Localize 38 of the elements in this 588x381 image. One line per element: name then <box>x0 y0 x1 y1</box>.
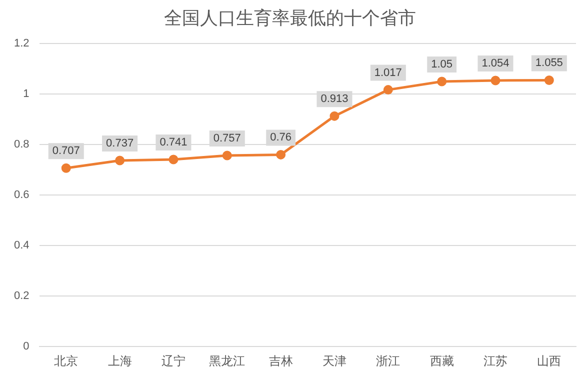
x-tick-label: 天津 <box>322 354 346 368</box>
point <box>168 154 178 164</box>
y-tick-label: 1 <box>23 88 30 100</box>
point <box>61 163 71 173</box>
data-label: 0.707 <box>52 145 80 158</box>
point <box>544 75 554 85</box>
x-tick-label: 北京 <box>54 354 78 368</box>
point <box>115 156 125 166</box>
y-tick-label: 0.6 <box>14 189 30 202</box>
x-tick-label: 江苏 <box>483 354 508 368</box>
data-label: 0.741 <box>160 136 188 149</box>
point <box>276 150 286 160</box>
data-label: 1.05 <box>431 58 453 71</box>
x-tick-label: 西藏 <box>430 354 454 368</box>
data-label: 0.757 <box>213 132 241 144</box>
point <box>222 150 232 160</box>
point <box>437 76 447 86</box>
data-label: 1.017 <box>374 66 402 79</box>
x-tick-label: 上海 <box>108 354 132 368</box>
data-label: 0.76 <box>270 132 292 144</box>
point <box>490 76 500 86</box>
point <box>330 111 340 121</box>
y-tick-label: 0.8 <box>14 138 30 151</box>
point <box>383 85 393 95</box>
data-label: 0.913 <box>320 93 348 106</box>
x-tick-label: 山西 <box>537 354 562 368</box>
y-tick-label: 0.2 <box>14 290 30 302</box>
x-tick-label: 吉林 <box>268 354 293 368</box>
chart-title: 全国人口生育率最低的十个省市 <box>164 8 416 28</box>
x-tick-label: 黑龙江 <box>209 354 246 368</box>
x-tick-label: 辽宁 <box>161 354 186 368</box>
data-label: 0.737 <box>106 138 134 150</box>
y-tick-label: 0 <box>23 340 30 353</box>
x-tick-label: 浙江 <box>376 354 400 368</box>
data-label: 1.054 <box>482 57 510 70</box>
y-tick-label: 0.4 <box>14 240 30 252</box>
y-tick-label: 1.2 <box>14 38 30 50</box>
data-label: 1.055 <box>535 57 563 70</box>
